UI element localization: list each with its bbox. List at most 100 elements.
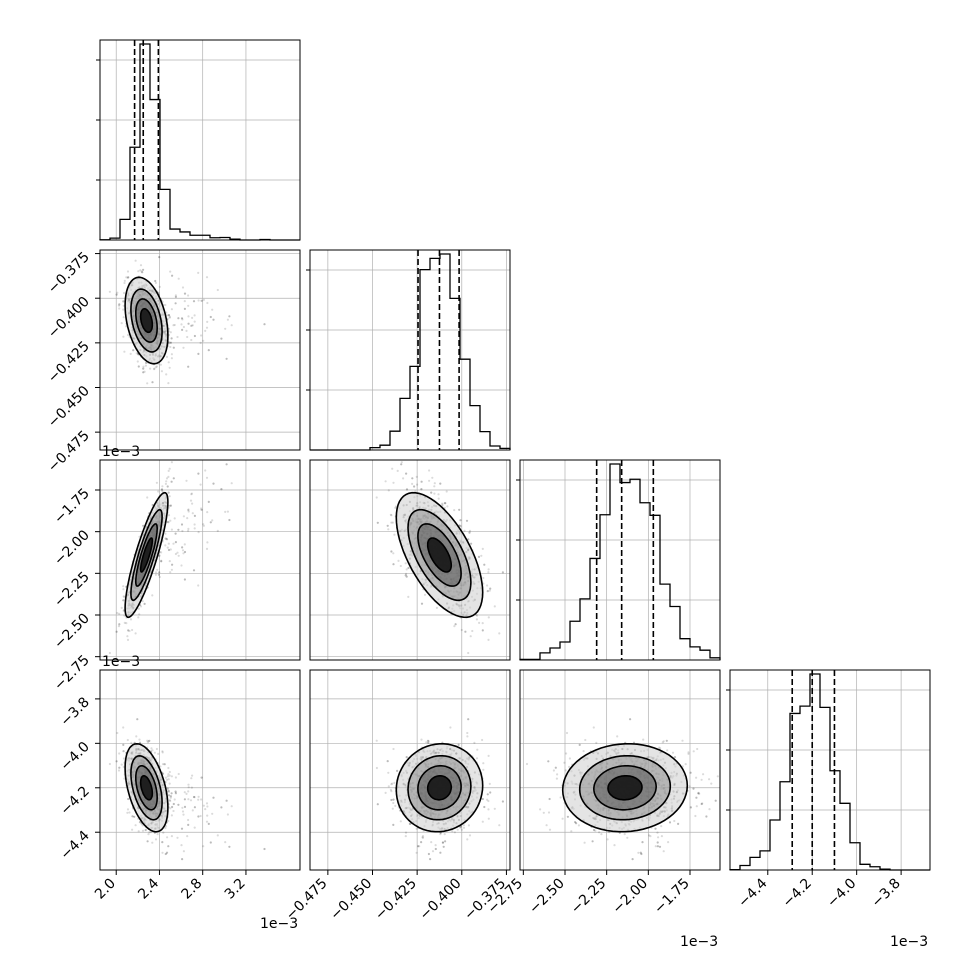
sample-point bbox=[435, 606, 438, 610]
sample-point bbox=[168, 774, 171, 777]
sample-point bbox=[128, 811, 131, 814]
sample-point bbox=[169, 341, 172, 344]
sample-point bbox=[174, 541, 177, 544]
sample-point bbox=[224, 841, 227, 844]
sample-point bbox=[146, 496, 149, 499]
sample-point bbox=[483, 563, 486, 566]
sample-point bbox=[459, 519, 462, 522]
sample-point bbox=[142, 268, 145, 271]
sample-point bbox=[125, 325, 128, 328]
sample-point bbox=[183, 292, 187, 295]
sample-point bbox=[177, 277, 180, 280]
sample-point bbox=[482, 576, 485, 580]
sample-point bbox=[169, 519, 172, 522]
sample-point bbox=[166, 787, 169, 790]
sample-point bbox=[187, 322, 190, 325]
sample-point bbox=[160, 551, 163, 554]
sample-point bbox=[183, 292, 187, 295]
sample-point bbox=[192, 300, 196, 303]
panel-content bbox=[375, 443, 504, 655]
sample-point bbox=[167, 548, 171, 552]
sample-point bbox=[160, 875, 162, 877]
sample-point bbox=[142, 524, 145, 527]
sample-point bbox=[169, 331, 172, 334]
sample-point bbox=[420, 488, 423, 491]
sample-point bbox=[122, 308, 125, 311]
sample-point bbox=[187, 443, 189, 445]
sample-point bbox=[130, 741, 133, 745]
sample-point bbox=[181, 546, 184, 549]
sample-point bbox=[228, 845, 231, 848]
sample-point bbox=[376, 521, 379, 524]
sample-point bbox=[209, 841, 212, 844]
sample-point bbox=[212, 482, 215, 485]
sample-point bbox=[167, 778, 170, 781]
sample-point bbox=[170, 775, 173, 778]
sample-point bbox=[177, 772, 180, 776]
sample-point bbox=[172, 809, 175, 813]
sample-point bbox=[172, 346, 175, 349]
sample-point bbox=[199, 814, 202, 818]
contour-line bbox=[139, 537, 154, 573]
sample-point bbox=[180, 827, 184, 830]
sample-point bbox=[133, 815, 136, 818]
sample-point bbox=[391, 521, 394, 524]
sample-point bbox=[147, 833, 150, 836]
sample-point bbox=[392, 443, 394, 445]
sample-point bbox=[180, 317, 184, 320]
sample-point bbox=[193, 806, 196, 809]
sample-point bbox=[400, 461, 403, 464]
sample-point bbox=[125, 622, 128, 625]
sample-point bbox=[464, 630, 467, 633]
sample-point bbox=[167, 491, 170, 494]
sample-point bbox=[155, 481, 158, 484]
sample-point bbox=[160, 560, 163, 563]
sample-point bbox=[134, 824, 137, 827]
sample-point bbox=[181, 328, 184, 331]
sample-point bbox=[376, 455, 378, 457]
sample-point bbox=[187, 798, 190, 801]
sample-point bbox=[187, 527, 190, 531]
sample-point bbox=[170, 568, 173, 571]
sample-point bbox=[127, 276, 130, 279]
sample-point bbox=[197, 352, 200, 355]
sample-point bbox=[225, 463, 228, 466]
sample-point bbox=[207, 349, 210, 352]
sample-point bbox=[202, 298, 205, 301]
sample-point bbox=[172, 324, 175, 327]
sample-point bbox=[413, 485, 416, 488]
sample-point bbox=[182, 325, 185, 329]
sample-point bbox=[411, 477, 414, 480]
sample-point bbox=[170, 353, 173, 356]
sample-point bbox=[167, 521, 170, 524]
sample-point bbox=[230, 805, 233, 808]
sample-point bbox=[189, 324, 193, 327]
sample-point bbox=[387, 489, 390, 492]
sample-point bbox=[132, 349, 135, 352]
sample-point bbox=[211, 812, 214, 815]
sample-point bbox=[470, 542, 473, 545]
sample-point bbox=[131, 815, 134, 818]
sample-point bbox=[169, 548, 172, 551]
sample-point bbox=[467, 538, 470, 541]
sample-point bbox=[154, 366, 157, 369]
sample-point bbox=[193, 334, 196, 338]
sample-point bbox=[182, 515, 185, 518]
sample-point bbox=[161, 751, 164, 754]
sample-point bbox=[131, 628, 134, 632]
sample-point bbox=[209, 315, 212, 319]
sample-point bbox=[390, 550, 393, 553]
sample-point bbox=[169, 799, 172, 803]
sample-point bbox=[405, 472, 408, 475]
sample-point bbox=[211, 519, 214, 522]
sample-point bbox=[193, 514, 196, 518]
sample-point bbox=[193, 514, 196, 518]
sample-point bbox=[193, 334, 196, 338]
sample-point bbox=[407, 566, 410, 570]
sample-point bbox=[483, 563, 486, 566]
sample-point bbox=[187, 529, 190, 532]
sample-point bbox=[465, 519, 469, 522]
sample-point bbox=[206, 805, 209, 808]
histogram-step bbox=[729, 673, 930, 871]
sample-point bbox=[180, 844, 183, 847]
